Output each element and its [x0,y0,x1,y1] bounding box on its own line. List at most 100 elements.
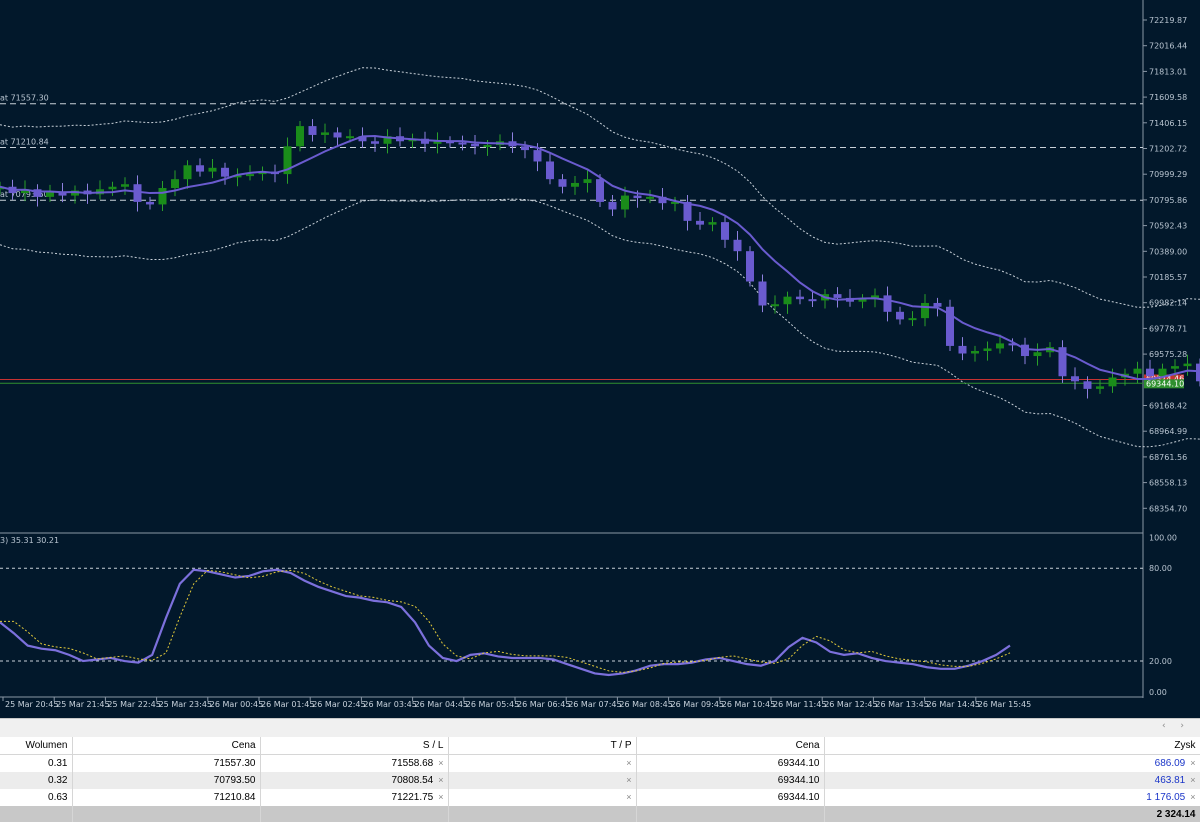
order-level-label: at 71210.84 [0,137,49,146]
profit-value: 1 176.05 [1146,792,1186,803]
candle-body [996,343,1004,349]
oscillator-tick-label: 0.00 [1149,688,1167,697]
remove-sl-icon[interactable]: × [438,758,444,768]
candle-body [746,251,754,282]
candle-body [471,143,479,147]
candle-body [296,126,304,147]
candle-body [133,184,142,202]
oscillator-tick-label: 20.00 [1149,657,1172,666]
moving-average [0,135,1200,380]
candle-body [283,146,292,175]
candle-body [71,190,79,196]
table-row[interactable]: 0.63 71210.84 71221.75 × × 69344.10 1 176… [0,789,1200,806]
candle-body [521,146,529,151]
price-tick-label: 71202.72 [1149,145,1187,154]
candle-body [58,191,67,196]
candle-body [733,239,742,252]
candle-body [1008,343,1017,346]
order-level-label: at 70793.50 [0,190,49,199]
panel-scroll-strip: ‹ › [0,718,1200,738]
cell-tp: × [448,789,637,806]
moving-average-line [0,135,1200,380]
cell-volume: 0.63 [0,789,73,806]
close-position-icon[interactable]: × [1190,775,1196,785]
table-row[interactable]: 0.31 71557.30 71558.68 × × 69344.10 686.0… [0,754,1200,772]
time-tick-label: 25 Mar 23:45 [159,700,212,709]
table-header-row: Wolumen Cena S / L T / P Cena Zysk [0,737,1200,755]
trade-panel: Wolumen Cena S / L T / P Cena Zysk 0.31 … [0,737,1200,840]
header-sl[interactable]: S / L [260,737,449,755]
remove-tp-icon[interactable]: × [626,775,632,785]
candle-body [208,167,217,172]
candle-body [1108,377,1117,387]
candle-body [358,136,367,142]
remove-tp-icon[interactable]: × [626,758,632,768]
candle-body [946,306,954,346]
candle-body [1171,366,1179,369]
candle-body [383,136,392,144]
candle-body [1058,347,1067,377]
cell-current-price: 69344.10 [636,754,825,772]
candle-body [583,179,592,183]
candle-body [1021,344,1029,357]
header-tp[interactable]: T / P [448,737,637,755]
price-scale: 72219.87 72016.44 71813.01 71609.58 71406.15… [1143,16,1187,513]
cell-profit: 1 176.05 × [824,789,1200,806]
time-tick-label: 25 Mar 22:45 [107,700,160,709]
price-tick-label: 70185.57 [1149,273,1187,282]
price-tick-label: 69575.28 [1149,350,1187,359]
candle-body [858,299,867,302]
header-price[interactable]: Cena [72,737,261,755]
candle-body [933,302,942,307]
price-tick-label: 69982.14 [1149,299,1187,308]
cell-price: 71210.84 [72,789,261,806]
table-row[interactable]: 0.32 70793.50 70808.54 × × 69344.10 463.8… [0,772,1200,789]
price-tick-label: 68558.13 [1149,479,1187,488]
candle-body [108,186,117,190]
price-tick-label: 68761.56 [1149,453,1187,462]
time-tick-label: 26 Mar 06:45 [517,700,570,709]
candle-body [146,201,154,205]
oscillator-tick-label: 100.00 [1149,533,1177,542]
scroll-arrows-icon[interactable]: ‹ › [1161,721,1190,731]
price-tick-label: 71406.15 [1149,119,1187,128]
candle-body [796,296,804,300]
candle-body [596,179,604,202]
time-tick-label: 26 Mar 03:45 [363,700,416,709]
close-position-icon[interactable]: × [1190,758,1196,768]
oscillator-signal-line [0,569,1011,673]
candle-body [196,165,204,172]
close-position-icon[interactable]: × [1190,792,1196,802]
candle-body [1133,368,1142,374]
candle-body [883,295,892,312]
candle-body [458,142,467,145]
price-tick-label: 68354.70 [1149,504,1187,513]
candle-body [671,201,679,204]
oscillator-main-line [0,568,1011,677]
bid-tag [1144,379,1184,389]
candle-body [171,179,179,189]
order-levels: at 71557.30 at 71210.84 at 70793.50 [0,94,1143,201]
cell-tp: × [448,754,637,772]
candle-body [908,318,917,321]
candle-body [233,175,242,178]
remove-sl-icon[interactable]: × [438,792,444,802]
candle-body [708,222,717,225]
candle-body [483,145,492,148]
header-volume[interactable]: Wolumen [0,737,73,755]
header-profit[interactable]: Zysk [824,737,1200,755]
bid-tag-label: 69344.10 [1146,379,1184,388]
positions-table: Wolumen Cena S / L T / P Cena Zysk 0.31 … [0,737,1200,822]
header-current-price[interactable]: Cena [636,737,825,755]
candle-body [1071,376,1079,382]
price-tick-label: 71609.58 [1149,93,1187,102]
remove-sl-icon[interactable]: × [438,775,444,785]
candle-body [246,174,254,177]
remove-tp-icon[interactable]: × [626,792,632,802]
candle-body [221,167,229,177]
time-tick-label: 26 Mar 01:45 [261,700,314,709]
price-tick-label: 70999.29 [1149,170,1187,179]
chart-area[interactable]: at 71557.30 at 71210.84 at 70793.50 69374.… [0,0,1200,718]
